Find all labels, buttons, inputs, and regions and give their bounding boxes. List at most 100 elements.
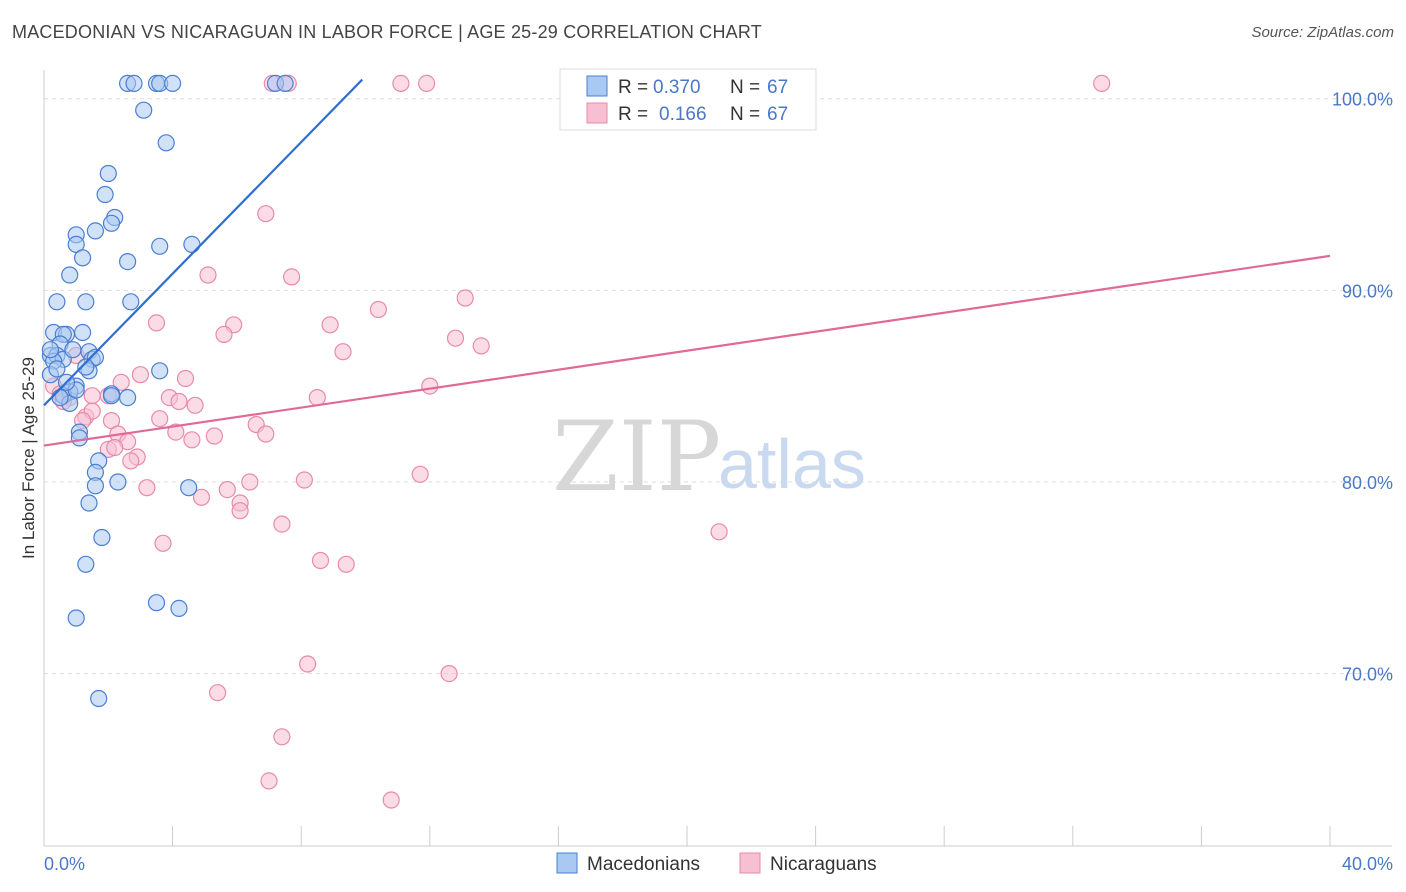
- nicaraguan-point-61: [209, 684, 227, 702]
- nicaraguan-point-19: [176, 369, 195, 388]
- macedonian-point-23: [122, 293, 140, 311]
- bottom-legend-swatch-pink: [739, 852, 761, 874]
- y-tick-label-0: 100.0%: [1332, 90, 1393, 110]
- source-credit: Source: ZipAtlas.com: [1251, 24, 1394, 41]
- nicaraguan-point-7: [283, 268, 301, 286]
- legend-r-value-2: 0.166: [659, 104, 707, 125]
- macedonian-point-54: [77, 555, 95, 573]
- nicaraguan-point-12: [321, 316, 339, 334]
- nicaraguan-point-2: [392, 74, 410, 93]
- macedonian-point-61: [64, 341, 82, 359]
- legend-r-label-1: R =: [618, 77, 648, 98]
- x-tick-label-0: 0.0%: [44, 854, 85, 874]
- nicaraguan-point-16: [334, 343, 352, 361]
- macedonian-point-13: [86, 222, 105, 240]
- nicaraguan-point-47: [295, 471, 313, 489]
- nicaraguan-point-65: [106, 438, 124, 457]
- nicaraguan-point-26: [83, 387, 101, 405]
- legend-n-label-2: N =: [730, 104, 760, 125]
- x-tick-label-1: 40.0%: [1342, 854, 1393, 874]
- nicaraguan-point-53: [231, 502, 249, 520]
- macedonian-point-8: [157, 134, 175, 152]
- macedonian-point-25: [73, 323, 92, 342]
- macedonian-point-49: [109, 473, 127, 491]
- bottom-legend-nicaraguans: Nicaraguans: [770, 854, 877, 875]
- nicaraguan-point-59: [299, 655, 317, 673]
- nicaraguan-point-13: [215, 325, 233, 343]
- x-axis-tick-labels: 0.0% 40.0%: [44, 854, 1393, 874]
- y-tick-label-1: 90.0%: [1342, 281, 1393, 301]
- y-axis-tick-labels: 100.0% 90.0% 80.0% 70.0%: [1332, 90, 1393, 685]
- nicaraguan-point-51: [192, 488, 211, 506]
- y-axis-label: In Labor Force | Age 25-29: [19, 357, 38, 559]
- macedonian-point-21: [77, 293, 95, 311]
- stats-legend: R = 0.370 N = 67 R = 0.166 N = 67: [559, 68, 817, 131]
- nicaraguan-point-60: [440, 664, 458, 683]
- nicaraguan-point-5: [257, 205, 275, 223]
- nicaraguan-point-28: [170, 392, 188, 411]
- nicaraguan-point-4: [1093, 74, 1111, 93]
- macedonian-point-55: [147, 594, 166, 612]
- legend-n-label-1: N =: [730, 77, 760, 98]
- nicaraguan-point-48: [241, 473, 259, 491]
- nicaraguan-point-15: [472, 337, 490, 355]
- macedonian-point-59: [41, 341, 60, 359]
- macedonian-point-19: [118, 253, 137, 271]
- macedonian-point-60: [51, 389, 69, 407]
- legend-n-value-1: 67: [767, 77, 788, 98]
- legend-swatch-pink: [586, 102, 608, 124]
- nicaraguan-point-38: [167, 423, 185, 441]
- macedonian-point-43: [118, 389, 137, 407]
- nicaraguan-point-63: [260, 772, 278, 790]
- nicaraguan-point-50: [218, 481, 236, 499]
- nicaraguans-points: [44, 74, 1111, 809]
- watermark: ZIP atlas: [552, 401, 866, 513]
- nicaraguan-point-40: [183, 431, 201, 449]
- macedonian-point-65: [102, 387, 121, 405]
- bottom-legend-macedonians: Macedonians: [587, 854, 700, 875]
- legend-swatch-blue: [586, 75, 608, 97]
- nicaraguan-point-37: [257, 425, 275, 443]
- macedonian-point-4: [164, 74, 182, 93]
- macedonian-point-37: [151, 362, 169, 380]
- macedonian-point-7: [135, 101, 153, 119]
- y-tick-label-3: 70.0%: [1342, 665, 1393, 685]
- macedonian-point-64: [77, 358, 95, 376]
- nicaraguan-point-20: [112, 373, 130, 391]
- nicaraguan-point-45: [122, 452, 140, 470]
- nicaraguan-point-14: [446, 329, 465, 347]
- legend-n-value-2: 67: [767, 104, 788, 125]
- nicaraguan-point-6: [199, 266, 217, 284]
- chart-title: MACEDONIAN VS NICARAGUAN IN LABOR FORCE …: [12, 22, 762, 42]
- nicaraguan-point-49: [138, 479, 156, 497]
- x-axis-ticks: [43, 826, 1331, 846]
- nicaraguan-point-58: [337, 555, 355, 573]
- macedonian-point-17: [183, 235, 201, 253]
- nicaraguan-point-54: [710, 523, 728, 541]
- nicaraguan-point-39: [205, 427, 223, 445]
- nicaraguan-point-8: [456, 289, 474, 307]
- macedonian-point-10: [96, 185, 114, 204]
- macedonian-point-51: [86, 477, 105, 495]
- watermark-zip: ZIP: [552, 401, 721, 513]
- macedonian-point-50: [180, 479, 198, 497]
- macedonian-point-16: [73, 249, 92, 267]
- macedonians-points: [41, 74, 294, 708]
- nicaraguan-point-22: [421, 377, 439, 395]
- nicaraguans-trend-line: [43, 254, 1331, 447]
- macedonian-point-52: [80, 494, 98, 512]
- nicaraguan-point-57: [311, 551, 330, 570]
- macedonian-point-53: [93, 528, 111, 547]
- nicaraguan-point-46: [411, 465, 429, 483]
- y-tick-label-2: 80.0%: [1342, 473, 1393, 493]
- legend-r-value-1: 0.370: [653, 77, 701, 98]
- nicaraguan-point-10: [147, 314, 166, 332]
- nicaraguan-point-31: [186, 396, 204, 414]
- macedonian-point-1: [125, 74, 143, 93]
- nicaraguan-point-55: [273, 515, 291, 533]
- nicaraguan-point-62: [273, 728, 291, 746]
- series-legend: Macedonians Nicaraguans: [556, 852, 877, 875]
- nicaraguan-point-3: [418, 74, 436, 93]
- macedonian-point-18: [151, 237, 169, 255]
